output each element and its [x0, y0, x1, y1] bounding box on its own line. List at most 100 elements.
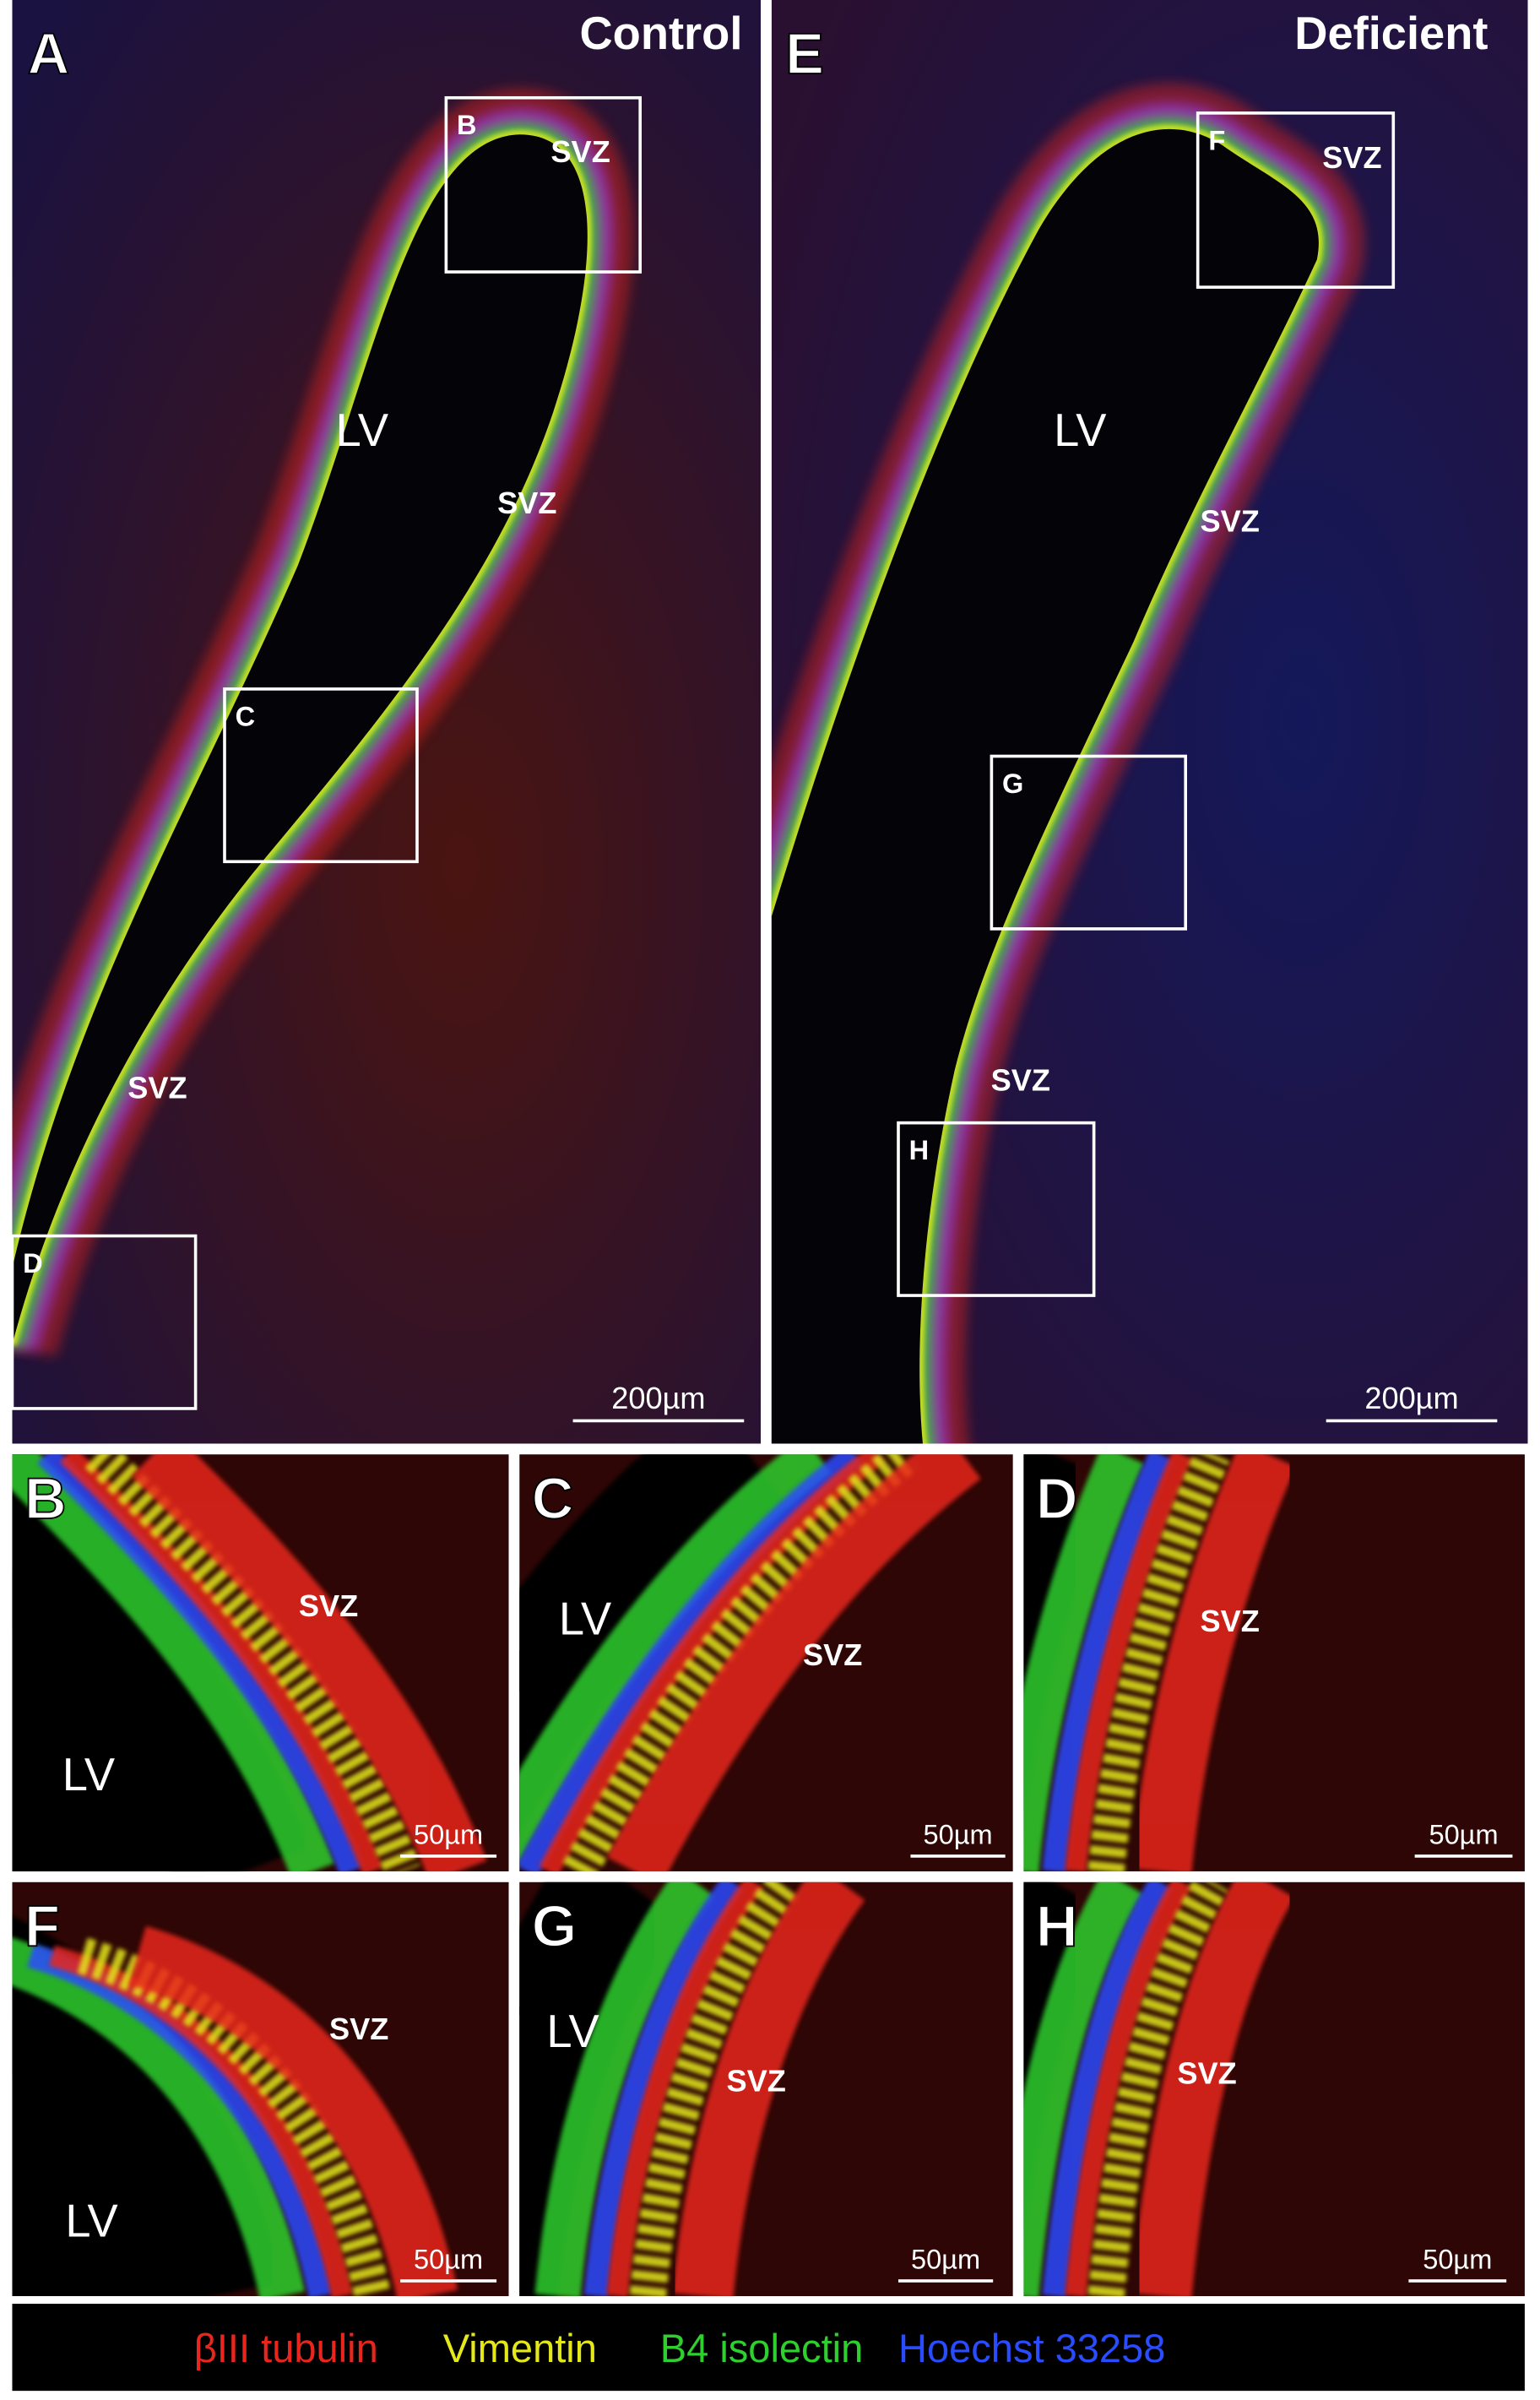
micrograph: [12, 1881, 509, 2296]
panel: C LV SVZ 50µm: [519, 1454, 1013, 1872]
region-label: SVZ: [803, 1637, 862, 1672]
ventricle-side: [519, 1881, 588, 2016]
tissue-band: [539, 1454, 884, 1872]
legend: βIII tubulin Vimentin B4 isolectin Hoechst …: [12, 2304, 1525, 2392]
panel: G LV SVZ 50µm: [519, 1881, 1013, 2296]
region-label: SVZ: [1200, 504, 1259, 539]
region-label: SVZ: [497, 486, 556, 520]
ventricle: [12, 134, 588, 1344]
tissue-band: [1023, 1881, 1114, 2234]
tissue-band: [12, 1937, 306, 2296]
scale-bar-label: 50µm: [911, 2244, 980, 2274]
inset-box: [1196, 111, 1396, 289]
micrograph: [12, 0, 762, 1444]
tissue-band: [672, 1881, 865, 2296]
tissue-band: [1023, 1454, 1118, 1814]
tissue-band: [1023, 1881, 1143, 2296]
ventricle-side: [12, 2019, 176, 2296]
micrograph: [1023, 1454, 1525, 1872]
tissue-band: [84, 1454, 421, 1872]
tissue-band: [12, 1454, 309, 1872]
region-label: SVZ: [550, 134, 610, 169]
tissue-band: [606, 1881, 764, 2296]
panel: H SVZ 50µm: [1023, 1881, 1525, 2296]
scale-bar-label: 200µm: [1364, 1381, 1458, 1415]
tissue-band: [519, 1454, 832, 1863]
tissue-band: [12, 1454, 335, 1872]
panel: A Control LV SVZ SVZ SVZ B C D 200µm: [10, 0, 762, 1444]
panel: D SVZ 50µm: [1023, 1454, 1525, 1872]
inset-letter: F: [1208, 125, 1225, 155]
micrograph: [519, 1881, 1013, 2296]
tissue-band: [1087, 1454, 1230, 1872]
tissue-band: [77, 1937, 391, 2296]
inset-letter: H: [909, 1135, 930, 1165]
inset-letter: C: [236, 701, 256, 731]
region-label: LV: [1054, 405, 1106, 456]
tissue-band: [629, 1881, 800, 2296]
tissue-band: [12, 1915, 282, 2296]
inset-box: [223, 687, 419, 864]
panel-letter: F: [24, 1894, 60, 1959]
panel-title: Deficient: [1294, 8, 1488, 59]
panel-letter: B: [24, 1466, 67, 1531]
panel-letter: E: [785, 21, 824, 86]
tissue-band: [1065, 1881, 1192, 2296]
tissue-band: [519, 1454, 864, 1872]
micrograph: [519, 1454, 1013, 1872]
panel: F LV SVZ 50µm: [12, 1881, 509, 2296]
ventricle: [771, 128, 1319, 1444]
panel-letter: H: [1036, 1894, 1078, 1959]
panel-letter: D: [1036, 1466, 1078, 1531]
tissue-band: [583, 1881, 744, 2296]
inset-letter: G: [1002, 768, 1023, 799]
legend-entry: Hoechst 33258: [898, 2326, 1165, 2370]
tissue-band: [1131, 1454, 1297, 1872]
tissue-band: [534, 1881, 714, 2296]
tissue-band: [1042, 1454, 1173, 1872]
scale-bar-label: 50µm: [924, 1820, 993, 1850]
region-label: SVZ: [1200, 1604, 1259, 1638]
inset-box: [897, 1121, 1096, 1297]
scale-bar-label: 50µm: [414, 2244, 483, 2274]
micrograph: [771, 0, 1528, 1444]
tissue-band: [1065, 1454, 1193, 1872]
tissue-band: [562, 1454, 919, 1872]
panel: E Deficient LV SVZ SVZ SVZ F G H 200µm: [771, 0, 1528, 1444]
panel-letter: G: [532, 1894, 577, 1959]
panel-title: Control: [579, 8, 742, 59]
tissue-band: [519, 1454, 791, 1834]
panel-letter: A: [28, 21, 70, 86]
tissue-band: [59, 1454, 383, 1872]
tissue-band: [128, 1925, 458, 2296]
inset-letter: D: [23, 1248, 43, 1279]
legend-entry: Vimentin: [443, 2326, 597, 2370]
inset-box: [990, 754, 1187, 931]
legend-entry: βIII tubulin: [194, 2326, 378, 2370]
scale-bar-label: 200µm: [611, 1381, 705, 1415]
tissue-band: [519, 1881, 683, 2296]
micrograph: [12, 1454, 509, 1872]
region-label: SVZ: [127, 1071, 187, 1105]
region-label: LV: [546, 2006, 599, 2057]
region-label: SVZ: [1177, 2056, 1236, 2091]
region-label: SVZ: [1322, 140, 1381, 175]
tissue-band: [606, 1454, 981, 1872]
region-label: SVZ: [329, 2012, 388, 2046]
scale-bar-label: 50µm: [1423, 2244, 1492, 2274]
panel-letter: C: [532, 1466, 574, 1531]
region-label: LV: [559, 1594, 611, 1645]
micrograph: [1023, 1881, 1525, 2296]
region-label: SVZ: [991, 1063, 1050, 1098]
region-label: LV: [62, 1749, 115, 1800]
tissue-band: [1023, 1454, 1144, 1872]
region-label: LV: [65, 2195, 117, 2246]
tissue-band: [1042, 1881, 1172, 2296]
scale-bar-label: 50µm: [414, 1820, 483, 1850]
tissue-band: [1087, 1881, 1229, 2296]
scale-bar-label: 50µm: [1429, 1820, 1498, 1850]
panel: B LV SVZ 50µm: [12, 1454, 509, 1872]
inset-box: [10, 1234, 198, 1410]
